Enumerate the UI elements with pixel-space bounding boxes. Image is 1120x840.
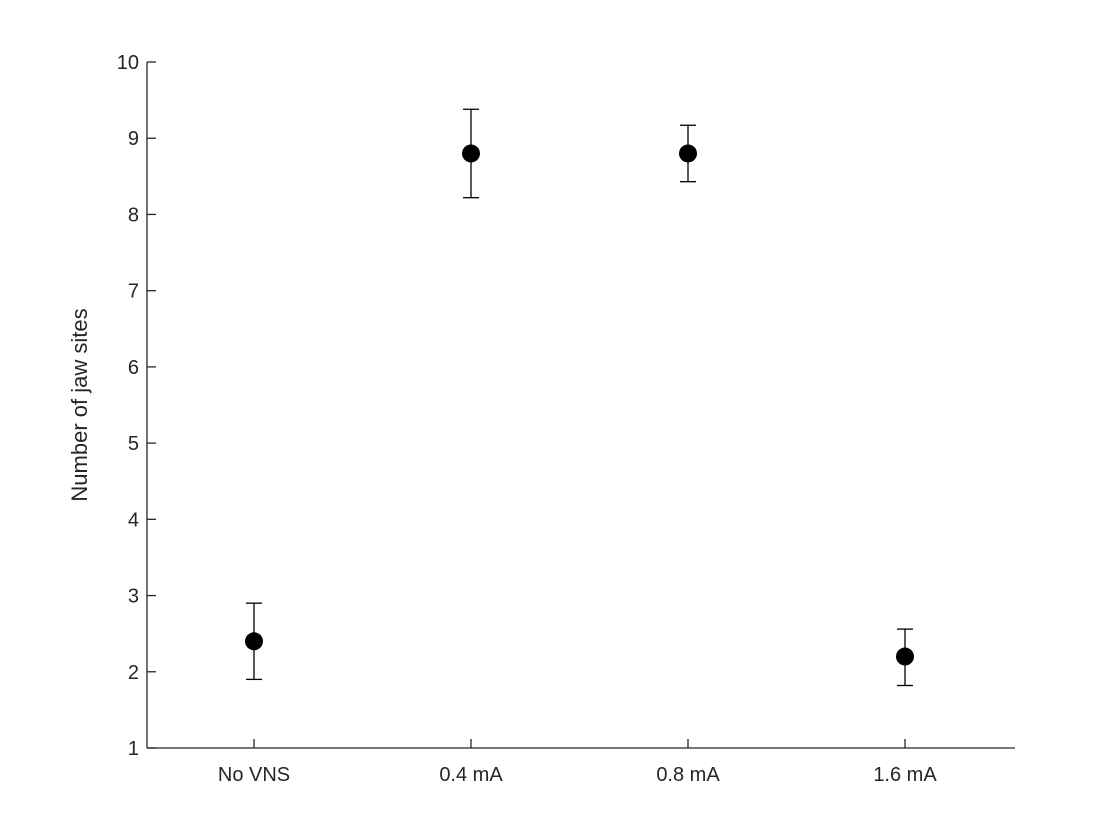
y-tick-label: 5 bbox=[128, 433, 139, 455]
y-tick-label: 2 bbox=[128, 662, 139, 684]
y-tick-label: 3 bbox=[128, 586, 139, 608]
y-tick-label: 7 bbox=[128, 281, 139, 303]
x-tick-label: No VNS bbox=[218, 764, 290, 786]
y-axis: 1 2 3 4 5 6 7 8 9 10 bbox=[117, 52, 156, 760]
x-axis: No VNS 0.4 mA 0.8 mA 1.6 mA bbox=[147, 739, 1015, 786]
data-point-group bbox=[679, 124, 697, 183]
y-tick-label: 8 bbox=[128, 204, 139, 226]
data-point bbox=[679, 144, 697, 163]
x-tick-label: 0.4 mA bbox=[439, 764, 503, 786]
y-tick-label: 1 bbox=[128, 738, 139, 760]
data-point-group bbox=[896, 628, 914, 687]
data-point bbox=[462, 144, 480, 163]
x-tick-label: 0.8 mA bbox=[656, 764, 720, 786]
data-point bbox=[896, 647, 914, 666]
y-tick-label: 10 bbox=[117, 52, 139, 74]
plot-marks bbox=[245, 108, 914, 687]
data-point-group bbox=[462, 108, 480, 199]
y-axis-label: Number of jaw sites bbox=[67, 308, 92, 501]
y-tick-label: 9 bbox=[128, 128, 139, 150]
data-point-group bbox=[245, 602, 263, 681]
x-tick-label: 1.6 mA bbox=[873, 764, 937, 786]
data-point bbox=[245, 632, 263, 651]
y-tick-label: 6 bbox=[128, 357, 139, 379]
y-tick-label: 4 bbox=[128, 509, 139, 531]
